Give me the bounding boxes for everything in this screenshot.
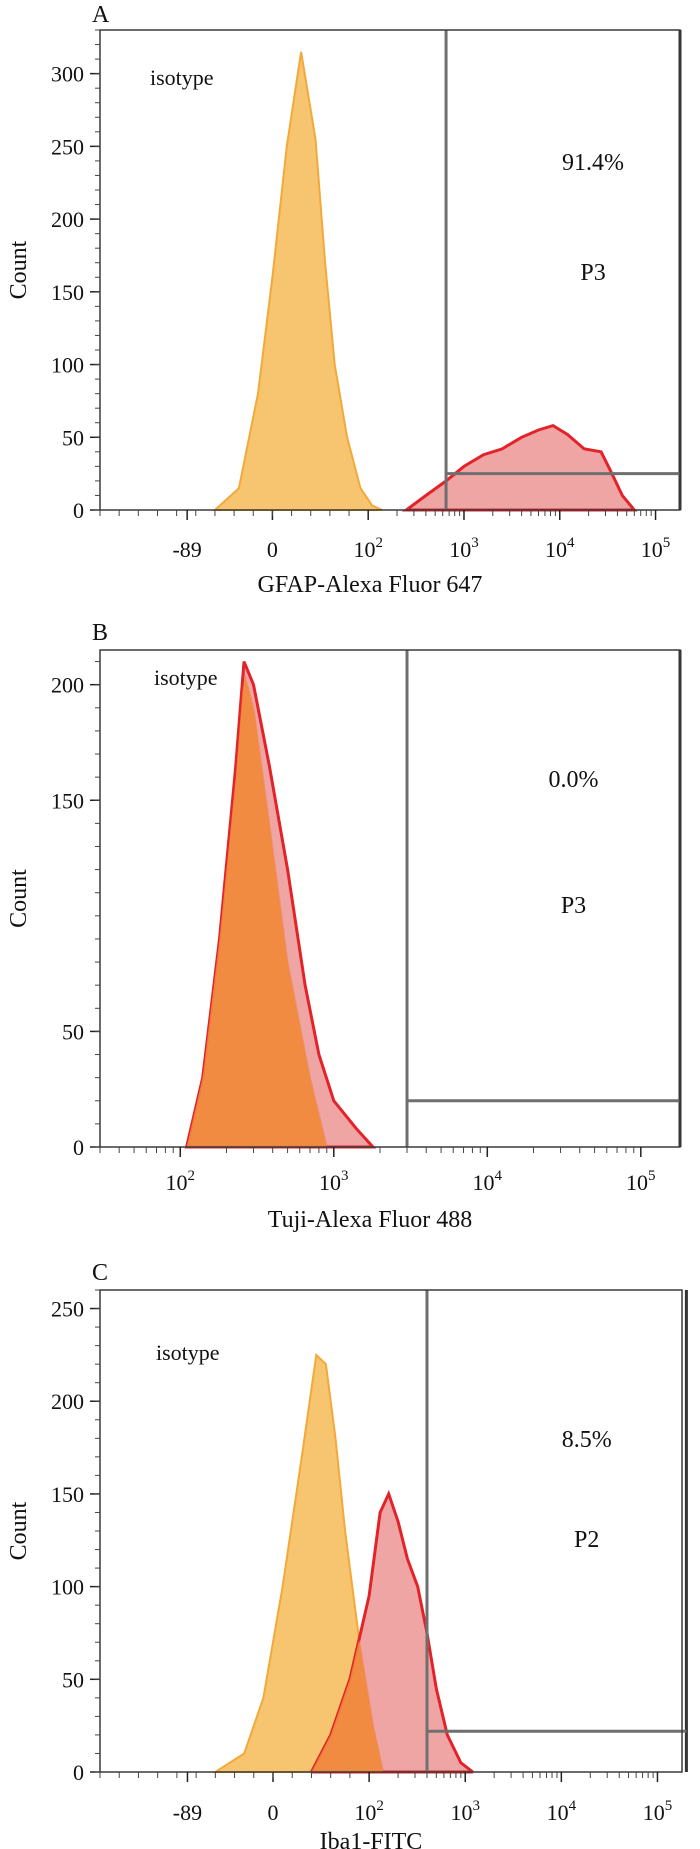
overlap-region — [311, 1640, 384, 1772]
gate-name: P2 — [574, 1527, 599, 1553]
y-tick-label: 100 — [51, 1575, 84, 1600]
x-tick-label: 102 — [354, 1798, 384, 1825]
x-tick-label: 102 — [166, 1168, 196, 1195]
isotype-annotation: isotype — [150, 65, 214, 90]
y-tick-label: 50 — [62, 1667, 84, 1692]
gate-percent: 8.5% — [562, 1427, 612, 1453]
sample-histogram-1 — [401, 423, 638, 512]
panel-c: C 8.5% P2 isotype 0 50 100 150 200 250 -89 0 102 103 1… — [6, 1260, 688, 1849]
x-tick-label: 105 — [643, 1798, 673, 1825]
x-axis-label: GFAP-Alexa Fluor 647 — [258, 572, 483, 598]
y-tick-label: 0 — [73, 498, 84, 523]
x-tick-label: 103 — [449, 535, 479, 562]
gate-name: P3 — [580, 260, 605, 286]
y-axis-label: Count — [6, 869, 32, 928]
y-tick-label: 250 — [51, 134, 84, 159]
panel-label: C — [92, 1260, 108, 1286]
panel-a: A 91.4% P3 isotype 0 50 100 150 200 250 300 -89 0 102… — [6, 2, 682, 598]
x-tick-label: 0 — [267, 537, 278, 562]
x-tick-label: 103 — [450, 1798, 480, 1825]
y-axis-label: Count — [6, 240, 32, 299]
isotype-annotation: isotype — [156, 1340, 220, 1365]
x-axis-label: Tuji-Alexa Fluor 488 — [268, 1207, 472, 1233]
y-axis-label: Count — [6, 1501, 32, 1560]
y-tick-label: 250 — [51, 1297, 84, 1322]
gate-name: P3 — [561, 893, 586, 919]
y-tick-label: 150 — [51, 1482, 84, 1507]
x-tick-label: 102 — [353, 535, 383, 562]
panel-b: B 0.0% P3 isotype 0 50 150 200 102 103 104 105 Tuji-… — [6, 620, 682, 1233]
plot-frame — [99, 649, 681, 1148]
gate-percent: 91.4% — [562, 150, 624, 176]
x-tick-label: -89 — [172, 537, 201, 562]
gate-percent: 0.0% — [549, 767, 599, 793]
y-tick-label: 200 — [51, 207, 84, 232]
y-tick-label: 300 — [51, 62, 84, 87]
y-tick-label: 50 — [62, 1019, 84, 1044]
y-tick-label: 100 — [51, 353, 84, 378]
y-tick-label: 0 — [73, 1135, 84, 1160]
panel-label: A — [92, 2, 110, 28]
x-tick-label: -89 — [173, 1800, 202, 1825]
x-tick-label: 105 — [626, 1168, 656, 1195]
y-tick-label: 50 — [62, 425, 84, 450]
y-tick-label: 0 — [73, 1760, 84, 1785]
isotype-annotation: isotype — [154, 665, 218, 690]
x-tick-label: 104 — [473, 1168, 503, 1195]
y-tick-label: 200 — [51, 673, 84, 698]
x-tick-label: 105 — [641, 535, 671, 562]
y-tick-label: 150 — [51, 788, 84, 813]
plot-frame — [99, 29, 681, 511]
y-tick-label: 200 — [51, 1389, 84, 1414]
panel-label: B — [92, 620, 108, 646]
overlap-region — [186, 676, 327, 1147]
y-tick-label: 150 — [51, 280, 84, 305]
x-tick-label: 103 — [319, 1168, 349, 1195]
x-tick-label: 104 — [545, 535, 575, 562]
x-axis-label: Iba1-FITC — [320, 1829, 423, 1849]
x-tick-label: 104 — [547, 1798, 577, 1825]
isotype-histogram-0 — [212, 51, 383, 511]
x-tick-label: 0 — [268, 1800, 279, 1825]
